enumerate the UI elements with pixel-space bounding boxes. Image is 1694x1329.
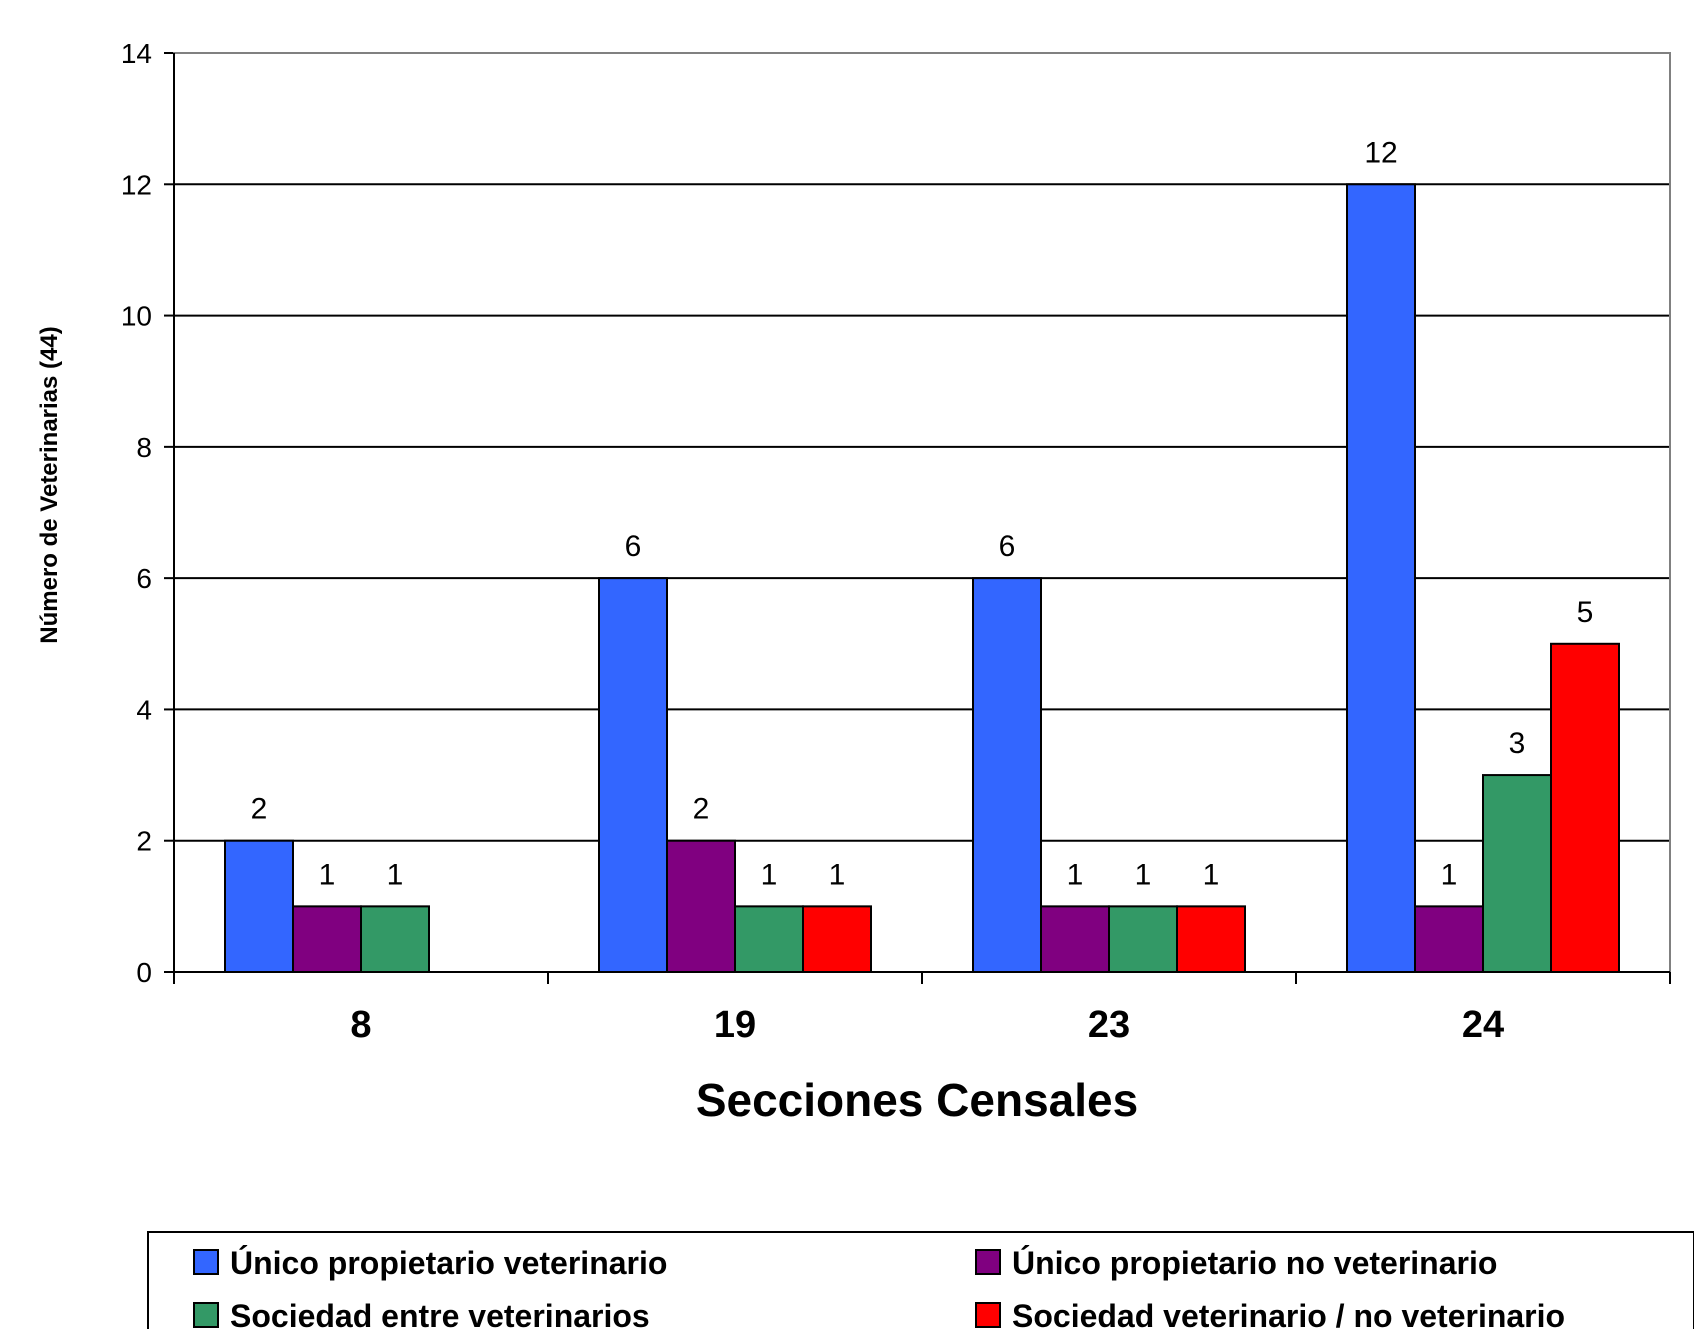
data-label: 1: [829, 858, 846, 891]
data-label: 5: [1577, 596, 1594, 629]
bar: [360, 905, 430, 973]
y-tick-label: 12: [121, 169, 152, 200]
legend-box: [147, 1231, 1694, 1329]
legend: Único propietario veterinario Único propi…: [147, 1231, 1694, 1329]
data-label: 1: [1441, 858, 1458, 891]
data-label: 1: [319, 858, 336, 891]
bar: [802, 905, 872, 973]
data-label: 6: [999, 530, 1016, 563]
y-axis-title: Número de Veterinarias (44): [36, 326, 63, 643]
y-tick-label: 14: [121, 38, 152, 69]
plot-border: [173, 52, 1671, 973]
data-label: 3: [1509, 727, 1526, 760]
legend-swatch: [193, 1302, 219, 1328]
bar: [666, 839, 736, 974]
bar: [1550, 642, 1620, 973]
legend-swatch: [975, 1302, 1001, 1328]
axes: [164, 52, 1671, 984]
bar: [598, 577, 668, 974]
legend-swatch: [975, 1249, 1001, 1275]
x-tick-label: 23: [1088, 1004, 1130, 1046]
data-label: 12: [1364, 136, 1397, 169]
bars: [224, 183, 1620, 974]
x-axis-title: Secciones Censales: [696, 1074, 1138, 1126]
bar: [1108, 905, 1178, 973]
y-tick-labels: 0 2 4 6 8 10 12 14: [121, 38, 152, 988]
bar: [224, 839, 294, 974]
y-tick-label: 6: [136, 563, 152, 594]
bar: [1040, 905, 1110, 973]
legend-label: Único propietario veterinario: [230, 1245, 667, 1281]
bar: [972, 577, 1042, 974]
data-label: 1: [1067, 858, 1084, 891]
data-label: 2: [693, 793, 710, 826]
legend-label: Único propietario no veterinario: [1012, 1245, 1497, 1281]
legend-swatch: [193, 1249, 219, 1275]
data-label: 1: [761, 858, 778, 891]
bar: [1346, 183, 1416, 974]
x-tick-label: 8: [350, 1004, 371, 1046]
gridlines: [174, 52, 1670, 842]
legend-label: Sociedad veterinario / no veterinario: [1012, 1298, 1565, 1329]
bar: [292, 905, 362, 973]
bar: [1176, 905, 1246, 973]
data-label: 2: [251, 793, 268, 826]
y-tick-label: 10: [121, 301, 152, 332]
y-tick-label: 4: [136, 694, 152, 725]
data-label: 1: [387, 858, 404, 891]
legend-label: Sociedad entre veterinarios: [230, 1298, 650, 1329]
bar: [734, 905, 804, 973]
x-tick-label: 19: [714, 1004, 756, 1046]
data-label: 1: [1135, 858, 1152, 891]
y-tick-label: 8: [136, 432, 152, 463]
x-tick-labels: 8 19 23 24: [350, 1004, 1504, 1046]
y-tick-label: 2: [136, 826, 152, 857]
data-label: 6: [625, 530, 642, 563]
bar: [1414, 905, 1484, 973]
bar: [1482, 774, 1552, 973]
data-label: 1: [1203, 858, 1220, 891]
x-tick-label: 24: [1462, 1004, 1504, 1046]
y-tick-label: 0: [136, 957, 152, 988]
